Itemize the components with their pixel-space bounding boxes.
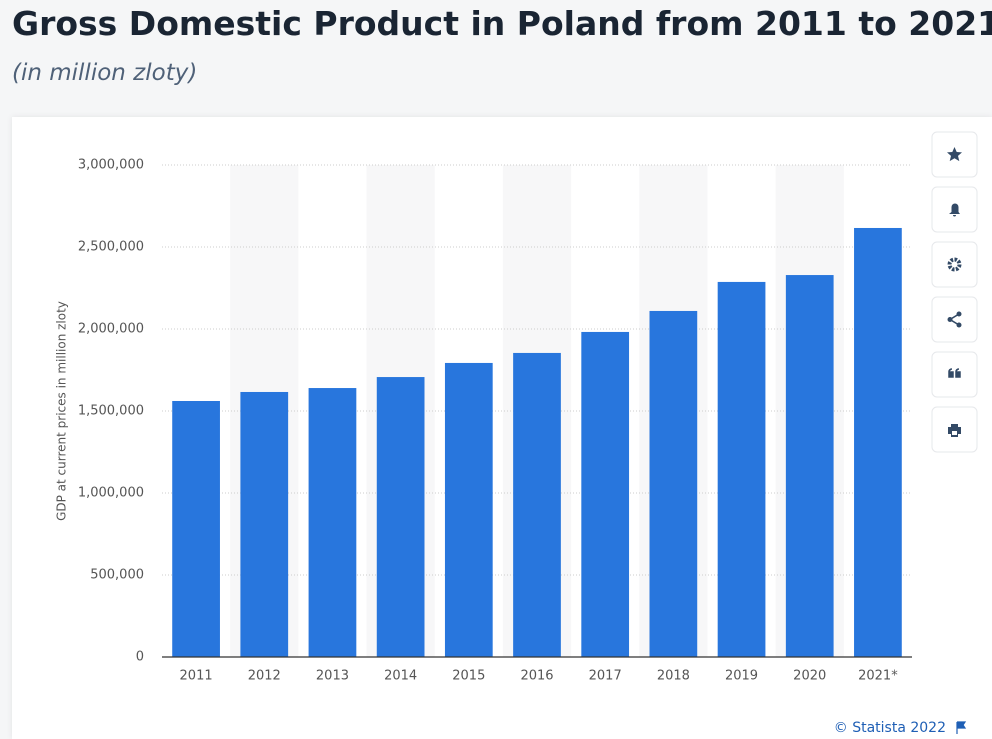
source-credit[interactable]: © Statista 2022 bbox=[834, 720, 946, 736]
y-tick-label: 0 bbox=[136, 650, 144, 665]
x-tick-label: 2015 bbox=[452, 669, 485, 684]
y-tick-label: 500,000 bbox=[90, 568, 144, 583]
x-tick-label: 2019 bbox=[725, 669, 758, 684]
y-tick-label: 2,000,000 bbox=[78, 322, 144, 337]
bar bbox=[854, 227, 902, 657]
x-tick-label: 2011 bbox=[180, 669, 213, 684]
chart-title: Gross Domestic Product in Poland from 20… bbox=[12, 4, 992, 43]
x-tick-label: 2016 bbox=[520, 669, 553, 684]
y-tick-label: 1,500,000 bbox=[78, 404, 144, 419]
share-button[interactable] bbox=[931, 296, 978, 343]
bar bbox=[240, 391, 289, 657]
x-tick-label: 2018 bbox=[657, 669, 690, 684]
y-tick-label: 2,500,000 bbox=[78, 240, 144, 255]
bar bbox=[717, 281, 766, 657]
bar bbox=[172, 400, 220, 657]
bar bbox=[376, 377, 425, 657]
settings-button[interactable] bbox=[931, 241, 978, 288]
y-tick-label: 1,000,000 bbox=[78, 486, 144, 501]
bar bbox=[308, 388, 357, 657]
x-tick-label: 2021* bbox=[858, 669, 898, 684]
flag-icon bbox=[956, 721, 967, 734]
y-tick-label: 3,000,000 bbox=[78, 158, 144, 173]
chart-subtitle: (in million zloty) bbox=[12, 60, 198, 86]
bar bbox=[513, 352, 561, 657]
bar bbox=[649, 310, 698, 657]
x-tick-label: 2020 bbox=[793, 669, 826, 684]
x-tick-label: 2014 bbox=[384, 669, 417, 684]
bar bbox=[444, 362, 493, 657]
bar bbox=[785, 275, 834, 657]
x-tick-label: 2012 bbox=[248, 669, 281, 684]
x-tick-label: 2013 bbox=[316, 669, 349, 684]
y-axis-label: GDP at current prices in million zloty bbox=[55, 301, 69, 521]
bar bbox=[581, 331, 630, 657]
cite-button[interactable] bbox=[931, 351, 978, 398]
x-tick-label: 2017 bbox=[589, 669, 622, 684]
toolbar bbox=[931, 131, 978, 453]
